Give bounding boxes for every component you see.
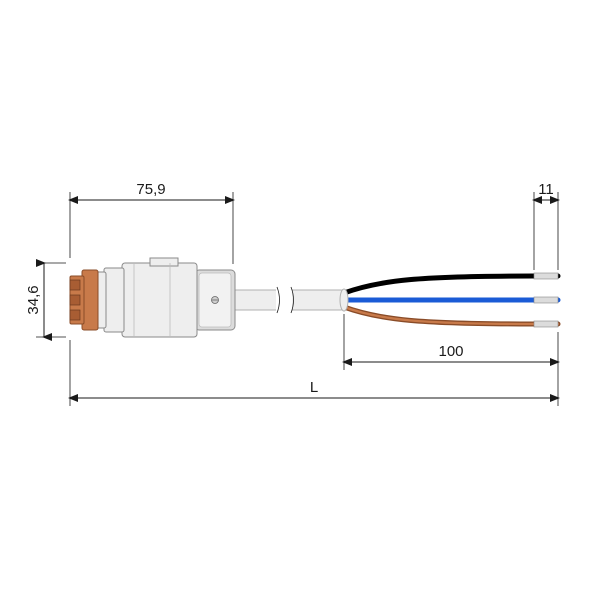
cable-assembly: [70, 258, 558, 337]
exposed-wires: [340, 273, 558, 327]
dim-connector-height: 34,6: [25, 285, 42, 314]
dim-connector-width: 75,9: [136, 181, 165, 198]
dim-total-length: L: [310, 379, 318, 396]
connector-plug: [70, 258, 235, 337]
dim-strip: 100: [438, 343, 463, 360]
cable-break: [276, 286, 294, 314]
dim-tip: 11: [538, 181, 554, 198]
